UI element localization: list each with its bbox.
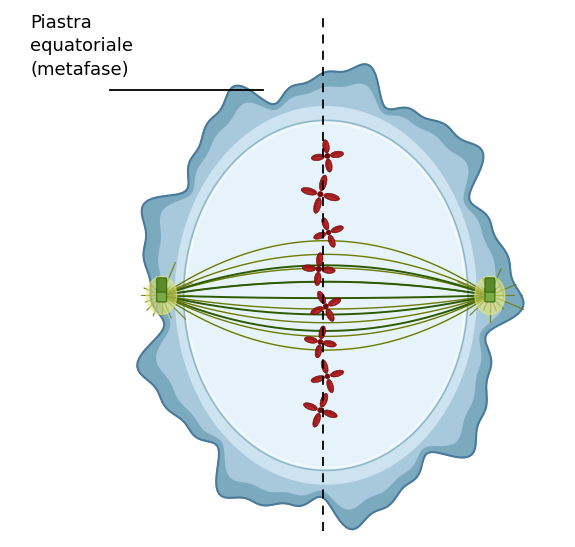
Ellipse shape (314, 232, 326, 239)
Ellipse shape (320, 255, 322, 264)
Ellipse shape (329, 381, 333, 390)
Ellipse shape (304, 336, 317, 344)
Ellipse shape (306, 340, 315, 342)
Ellipse shape (325, 153, 330, 159)
Ellipse shape (318, 408, 323, 413)
Ellipse shape (304, 403, 317, 411)
Ellipse shape (326, 309, 334, 322)
Polygon shape (137, 64, 523, 529)
Ellipse shape (320, 393, 328, 408)
Polygon shape (175, 107, 476, 484)
Ellipse shape (310, 306, 323, 315)
Ellipse shape (320, 293, 324, 301)
Ellipse shape (322, 329, 324, 337)
Ellipse shape (328, 235, 335, 247)
Ellipse shape (326, 230, 331, 235)
Ellipse shape (319, 175, 327, 191)
Ellipse shape (324, 362, 327, 370)
Ellipse shape (318, 339, 323, 345)
Ellipse shape (315, 272, 321, 286)
Ellipse shape (302, 265, 316, 271)
Ellipse shape (323, 304, 328, 309)
Ellipse shape (327, 379, 334, 393)
Ellipse shape (329, 161, 331, 170)
Ellipse shape (316, 266, 321, 272)
Ellipse shape (475, 276, 505, 315)
Ellipse shape (331, 370, 344, 377)
Ellipse shape (316, 416, 320, 425)
Ellipse shape (324, 270, 332, 272)
Ellipse shape (313, 197, 321, 213)
Ellipse shape (314, 379, 322, 382)
Ellipse shape (325, 159, 332, 172)
Ellipse shape (323, 340, 336, 347)
Ellipse shape (314, 158, 322, 160)
Ellipse shape (304, 191, 313, 194)
Ellipse shape (313, 310, 321, 313)
Ellipse shape (322, 218, 329, 230)
Ellipse shape (317, 291, 325, 304)
Ellipse shape (331, 226, 343, 233)
Ellipse shape (326, 142, 328, 150)
FancyBboxPatch shape (157, 288, 167, 302)
Text: Piastra
equatoriale
(metafase): Piastra equatoriale (metafase) (30, 14, 133, 79)
Ellipse shape (147, 276, 177, 315)
Ellipse shape (323, 410, 337, 418)
Ellipse shape (317, 201, 320, 211)
Ellipse shape (301, 188, 317, 195)
Polygon shape (157, 84, 503, 509)
Ellipse shape (327, 196, 336, 200)
Ellipse shape (325, 374, 330, 379)
FancyBboxPatch shape (485, 288, 495, 302)
Ellipse shape (311, 376, 324, 382)
Ellipse shape (328, 298, 341, 306)
Ellipse shape (333, 373, 342, 376)
Ellipse shape (316, 253, 323, 266)
Ellipse shape (313, 413, 321, 427)
Ellipse shape (333, 154, 342, 156)
Ellipse shape (324, 193, 339, 201)
Ellipse shape (325, 219, 328, 227)
Ellipse shape (315, 345, 322, 358)
Polygon shape (183, 120, 468, 470)
Ellipse shape (323, 397, 327, 405)
Ellipse shape (311, 154, 324, 161)
FancyBboxPatch shape (485, 278, 495, 292)
Ellipse shape (316, 235, 324, 238)
Ellipse shape (321, 267, 335, 274)
Ellipse shape (329, 311, 333, 318)
Ellipse shape (317, 191, 323, 197)
Ellipse shape (319, 326, 325, 339)
Ellipse shape (323, 178, 326, 188)
Ellipse shape (305, 268, 313, 270)
FancyBboxPatch shape (157, 278, 167, 292)
Ellipse shape (325, 344, 334, 346)
Ellipse shape (306, 406, 315, 410)
Ellipse shape (331, 151, 344, 158)
Ellipse shape (318, 275, 320, 283)
Ellipse shape (331, 301, 339, 305)
Ellipse shape (334, 229, 342, 232)
Ellipse shape (321, 360, 328, 374)
Ellipse shape (331, 237, 334, 245)
Ellipse shape (318, 347, 321, 356)
Ellipse shape (325, 413, 334, 417)
Ellipse shape (323, 139, 329, 153)
